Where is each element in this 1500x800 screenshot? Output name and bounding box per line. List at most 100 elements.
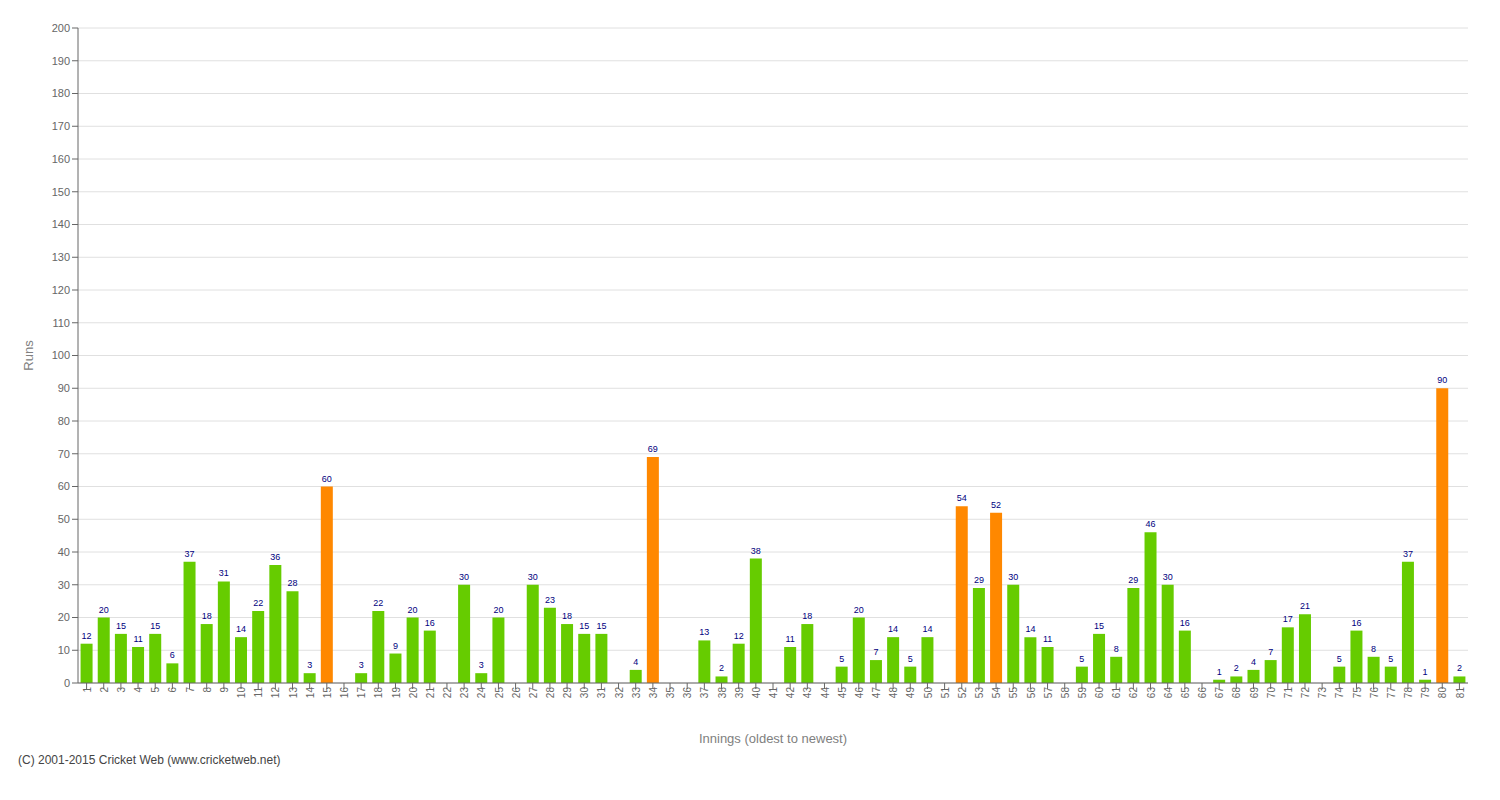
svg-text:17: 17: [356, 687, 367, 699]
svg-text:33: 33: [631, 687, 642, 699]
svg-text:4: 4: [133, 687, 144, 693]
svg-text:8: 8: [202, 687, 213, 693]
svg-text:10: 10: [236, 687, 247, 699]
svg-text:22: 22: [373, 598, 383, 608]
svg-text:13: 13: [699, 627, 709, 637]
svg-text:34: 34: [648, 687, 659, 699]
svg-text:140: 140: [52, 218, 70, 230]
svg-text:70: 70: [1266, 687, 1277, 699]
svg-text:30: 30: [579, 687, 590, 699]
svg-text:47: 47: [871, 687, 882, 699]
svg-text:46: 46: [1146, 519, 1156, 529]
svg-text:21: 21: [1300, 601, 1310, 611]
svg-text:200: 200: [52, 22, 70, 34]
svg-text:66: 66: [1197, 687, 1208, 699]
svg-text:9: 9: [393, 641, 398, 651]
svg-text:31: 31: [596, 687, 607, 699]
svg-text:Innings (oldest to newest): Innings (oldest to newest): [699, 731, 847, 746]
svg-text:14: 14: [305, 687, 316, 699]
svg-text:28: 28: [287, 578, 297, 588]
svg-text:57: 57: [1043, 687, 1054, 699]
svg-text:18: 18: [802, 611, 812, 621]
svg-text:71: 71: [1283, 687, 1294, 699]
svg-text:24: 24: [476, 687, 487, 699]
svg-text:51: 51: [940, 687, 951, 699]
svg-text:46: 46: [854, 687, 865, 699]
svg-text:18: 18: [562, 611, 572, 621]
svg-text:12: 12: [82, 631, 92, 641]
svg-text:14: 14: [922, 624, 932, 634]
svg-text:8: 8: [1371, 644, 1376, 654]
svg-text:37: 37: [1403, 549, 1413, 559]
svg-text:53: 53: [974, 687, 985, 699]
svg-text:54: 54: [957, 493, 967, 503]
svg-text:12: 12: [734, 631, 744, 641]
svg-text:75: 75: [1352, 687, 1363, 699]
svg-text:40: 40: [58, 546, 70, 558]
svg-text:3: 3: [116, 687, 127, 693]
svg-text:29: 29: [562, 687, 573, 699]
svg-text:30: 30: [1163, 572, 1173, 582]
svg-text:17: 17: [1283, 614, 1293, 624]
svg-text:11: 11: [785, 634, 794, 644]
svg-text:90: 90: [1437, 375, 1447, 385]
svg-text:44: 44: [820, 687, 831, 699]
svg-text:15: 15: [579, 621, 589, 631]
svg-text:74: 74: [1334, 687, 1345, 699]
svg-text:41: 41: [768, 687, 779, 699]
svg-text:90: 90: [58, 382, 70, 394]
svg-text:70: 70: [58, 448, 70, 460]
svg-text:3: 3: [479, 660, 484, 670]
svg-text:54: 54: [991, 687, 1002, 699]
svg-text:14: 14: [888, 624, 898, 634]
svg-text:16: 16: [1351, 618, 1361, 628]
svg-text:30: 30: [58, 579, 70, 591]
svg-text:0: 0: [64, 677, 70, 689]
svg-text:30: 30: [1008, 572, 1018, 582]
svg-text:55: 55: [1008, 687, 1019, 699]
svg-text:73: 73: [1317, 687, 1328, 699]
svg-text:68: 68: [1231, 687, 1242, 699]
svg-text:8: 8: [1114, 644, 1119, 654]
svg-text:76: 76: [1369, 687, 1380, 699]
svg-text:100: 100: [52, 349, 70, 361]
svg-text:35: 35: [665, 687, 676, 699]
svg-text:37: 37: [699, 687, 710, 699]
svg-text:45: 45: [837, 687, 848, 699]
svg-text:110: 110: [52, 317, 70, 329]
svg-text:23: 23: [459, 687, 470, 699]
svg-text:15: 15: [1094, 621, 1104, 631]
svg-text:38: 38: [751, 546, 761, 556]
svg-text:32: 32: [614, 687, 625, 699]
svg-text:5: 5: [839, 654, 844, 664]
svg-text:40: 40: [751, 687, 762, 699]
svg-text:81: 81: [1455, 687, 1466, 699]
svg-text:30: 30: [459, 572, 469, 582]
svg-text:36: 36: [270, 552, 280, 562]
svg-text:79: 79: [1420, 687, 1431, 699]
svg-text:23: 23: [545, 595, 555, 605]
svg-text:1: 1: [82, 687, 93, 693]
svg-text:52: 52: [991, 500, 1001, 510]
svg-text:16: 16: [425, 618, 435, 628]
svg-text:60: 60: [322, 474, 332, 484]
svg-text:77: 77: [1386, 687, 1397, 699]
svg-text:22: 22: [253, 598, 263, 608]
svg-text:39: 39: [734, 687, 745, 699]
svg-text:30: 30: [528, 572, 538, 582]
svg-text:63: 63: [1146, 687, 1157, 699]
svg-text:Runs: Runs: [21, 340, 36, 371]
svg-text:1: 1: [1217, 667, 1222, 677]
svg-text:65: 65: [1180, 687, 1191, 699]
svg-text:14: 14: [236, 624, 246, 634]
svg-text:78: 78: [1403, 687, 1414, 699]
svg-text:19: 19: [391, 687, 402, 699]
svg-text:15: 15: [596, 621, 606, 631]
svg-text:5: 5: [1079, 654, 1084, 664]
svg-text:15: 15: [322, 687, 333, 699]
svg-text:38: 38: [717, 687, 728, 699]
svg-text:6: 6: [167, 687, 178, 693]
svg-text:14: 14: [1025, 624, 1035, 634]
svg-text:21: 21: [425, 687, 436, 699]
svg-text:61: 61: [1111, 687, 1122, 699]
